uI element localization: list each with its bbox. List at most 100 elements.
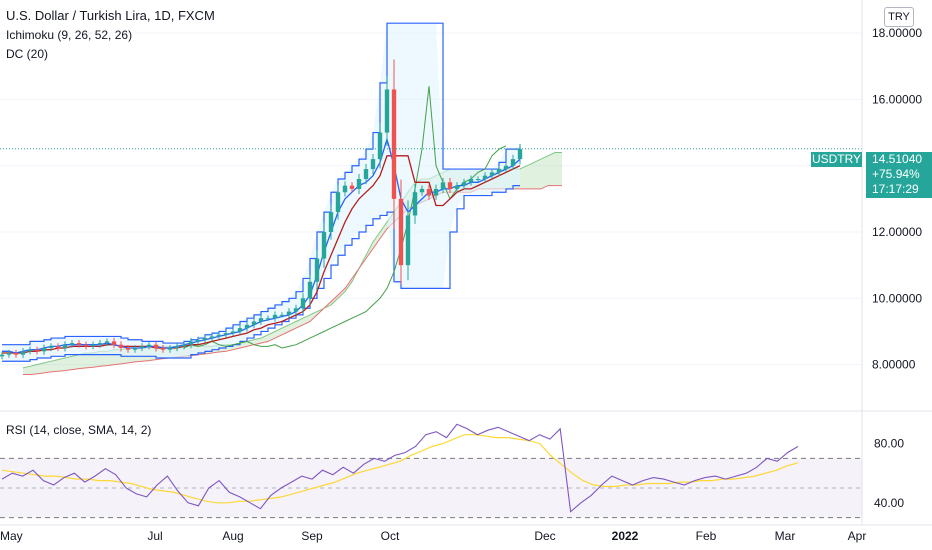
candle-body [356,178,362,189]
ichimoku-cloud-segment [338,288,345,299]
ichimoku-cloud-segment [261,334,268,344]
candle-body [48,346,54,349]
candle-body [510,159,516,166]
price-tick-label: 8.00000 [872,358,916,372]
change-percent-label: +75.94% [866,167,932,182]
candle-body [377,132,383,160]
candle-body [90,344,96,347]
candle-body [125,348,131,350]
ichimoku-cloud-segment [30,364,37,375]
ichimoku-cloud-segment [541,155,548,189]
price-tick-label: 18.00000 [872,26,922,40]
ichimoku-cloud-segment [527,162,534,189]
candle-body [13,352,19,355]
candle-body [181,344,187,347]
ichimoku-cloud-segment [380,222,387,239]
candle-body [139,346,145,349]
time-tick-label: Aug [222,529,243,543]
ichimoku-legend[interactable]: Ichimoku (9, 26, 52, 26) [6,28,133,42]
ichimoku-cloud-segment [548,152,555,186]
candle-body [293,308,299,312]
candle-body [209,336,215,339]
candle-body [258,318,264,322]
candle-body [55,346,61,349]
price-tick-label: 10.00000 [872,291,922,305]
price-tick-label: 16.00000 [872,92,922,106]
ichimoku-cloud-segment [331,294,338,305]
candle-body [419,188,425,193]
candle-body [321,232,327,259]
rsi-sma-line [1,434,799,504]
candle-body [153,344,159,349]
donchian-legend[interactable]: DC (20) [6,47,49,61]
candle-body [174,346,180,349]
candle-body [62,344,68,349]
candle-body [391,89,397,199]
candle-body [398,198,404,266]
ichimoku-cloud-segment [93,351,100,368]
ichimoku-cloud-segment [37,362,44,374]
candle-body [160,348,166,350]
candle-body [265,318,271,320]
candle-body [475,178,481,180]
candle-body [307,281,313,299]
candle-body [489,172,495,176]
ichimoku-cloud-segment [72,354,79,370]
candle-body [146,344,152,347]
candle-body [454,185,460,189]
candle-body [272,314,278,319]
candle-body [20,351,26,355]
candle-body [405,215,411,266]
time-tick-label: Oct [381,529,400,543]
candle-body [167,348,173,350]
ichimoku-cloud-segment [534,159,541,189]
candle-body [440,182,446,189]
candle-body [251,321,257,325]
rsi-layer [1,423,799,513]
candle-body [6,352,12,355]
time-tick-label: Dec [534,529,555,543]
ichimoku-cloud-segment [58,357,65,372]
candle-body [34,349,40,352]
ichimoku-cloud-segment [23,366,30,375]
rsi-line [1,423,799,513]
time-tick-label: Feb [696,529,717,543]
candle-body [195,339,201,342]
candle-body [328,212,334,233]
last-price-label: 14.51040 [866,152,932,167]
symbol-tag: USDTRY [811,152,862,167]
time-tick-label: 2022 [612,529,639,543]
chart-title: U.S. Dollar / Turkish Lira, 1D, FXCM [6,8,215,23]
candle-body [517,149,523,160]
rsi-axis[interactable]: 40.00 80.00 [874,437,904,510]
candle-body [503,165,509,170]
ichimoku-cloud-segment [373,232,380,249]
candle-body [76,343,82,345]
ichimoku-lagging-span [183,86,507,349]
candle-body [0,354,5,357]
candle-body [468,178,474,183]
candle-body [384,89,390,133]
candle-body [132,348,138,350]
ichimoku-cloud-segment [44,361,51,373]
ichimoku-cloud-segment [555,152,562,186]
donchian-lower [2,185,520,362]
donchian-upper [2,22,521,346]
price-layer [0,22,862,375]
rsi-legend[interactable]: RSI (14, close, SMA, 14, 2) [6,423,152,437]
candle-body [335,192,341,213]
candle-body [118,344,124,349]
candle-body [363,169,369,179]
bar-countdown-label: 17:17:29 [866,182,932,198]
currency-button[interactable]: TRY [884,7,914,27]
candle-body [426,188,432,196]
candle-body [41,348,47,352]
ichimoku-cloud-segment [65,356,72,371]
time-axis[interactable]: May Jul Aug Sep Oct Dec 2022 Feb Mar Apr [0,529,866,543]
price-axis[interactable]: 8.00000 10.00000 12.00000 16.00000 18.00000 [872,26,922,371]
candle-body [461,182,467,186]
candle-body [496,169,502,173]
candle-body [279,314,285,316]
